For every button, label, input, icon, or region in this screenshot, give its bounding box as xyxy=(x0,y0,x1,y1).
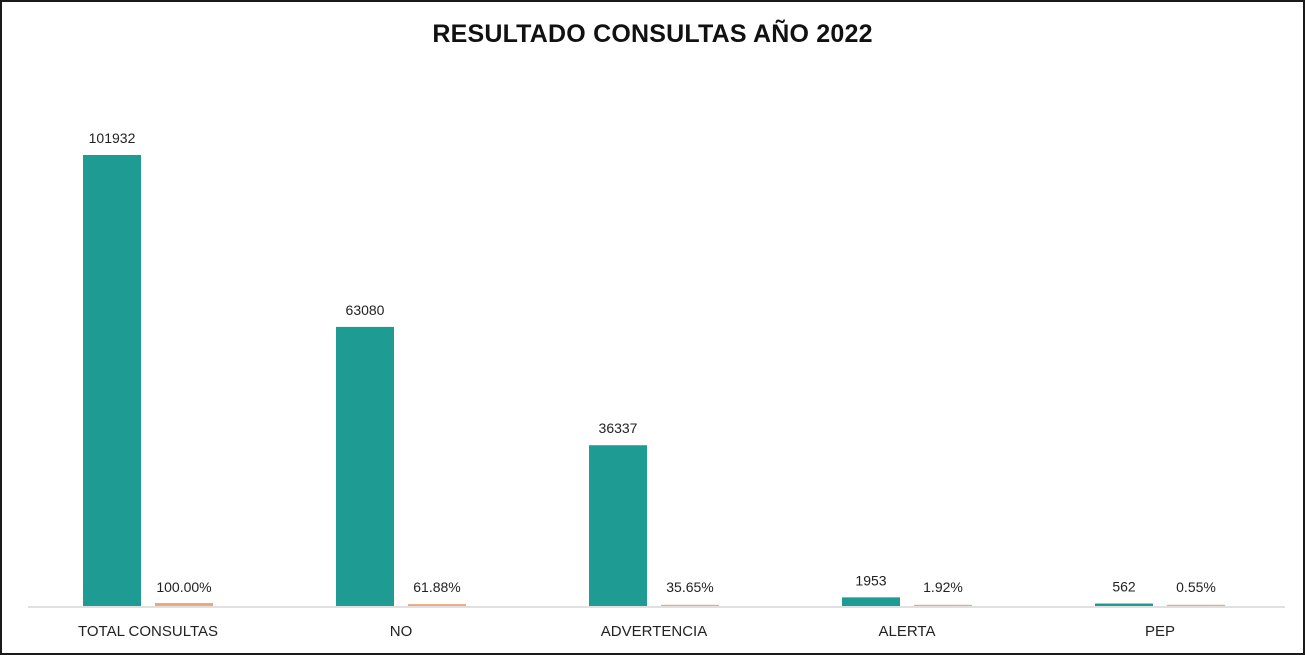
data-label-percent-pep: 0.55% xyxy=(1176,579,1216,595)
chart-title: RESULTADO CONSULTAS AÑO 2022 xyxy=(432,20,873,48)
x-tick-label-no: NO xyxy=(390,623,413,640)
bar-count-alerta xyxy=(842,597,900,606)
bar-count-total-consultas xyxy=(83,155,141,606)
bar-count-advertencia xyxy=(589,445,647,606)
bar-percent-alerta xyxy=(914,604,972,606)
data-label-count-no: 63080 xyxy=(346,302,385,318)
x-tick-label-pep: PEP xyxy=(1145,623,1175,640)
data-label-percent-alerta: 1.92% xyxy=(923,579,963,595)
x-tick-label-advertencia: ADVERTENCIA xyxy=(601,623,707,640)
data-label-count-total-consultas: 101932 xyxy=(89,130,136,146)
bar-count-no xyxy=(336,326,394,606)
data-label-count-pep: 562 xyxy=(1112,579,1136,595)
bar-percent-advertencia xyxy=(661,604,719,606)
bar-percent-total-consultas xyxy=(155,603,213,606)
data-label-percent-no: 61.88% xyxy=(413,579,460,595)
bar-count-pep xyxy=(1095,603,1153,606)
data-label-percent-advertencia: 35.65% xyxy=(666,579,713,595)
x-tick-label-total-consultas: TOTAL CONSULTAS xyxy=(78,623,218,640)
bar-percent-pep xyxy=(1167,604,1225,606)
data-label-count-alerta: 1953 xyxy=(855,572,886,588)
x-tick-label-alerta: ALERTA xyxy=(879,623,936,640)
data-label-percent-total-consultas: 100.00% xyxy=(156,579,211,595)
data-label-count-advertencia: 36337 xyxy=(599,420,638,436)
bar-percent-no xyxy=(408,604,466,606)
